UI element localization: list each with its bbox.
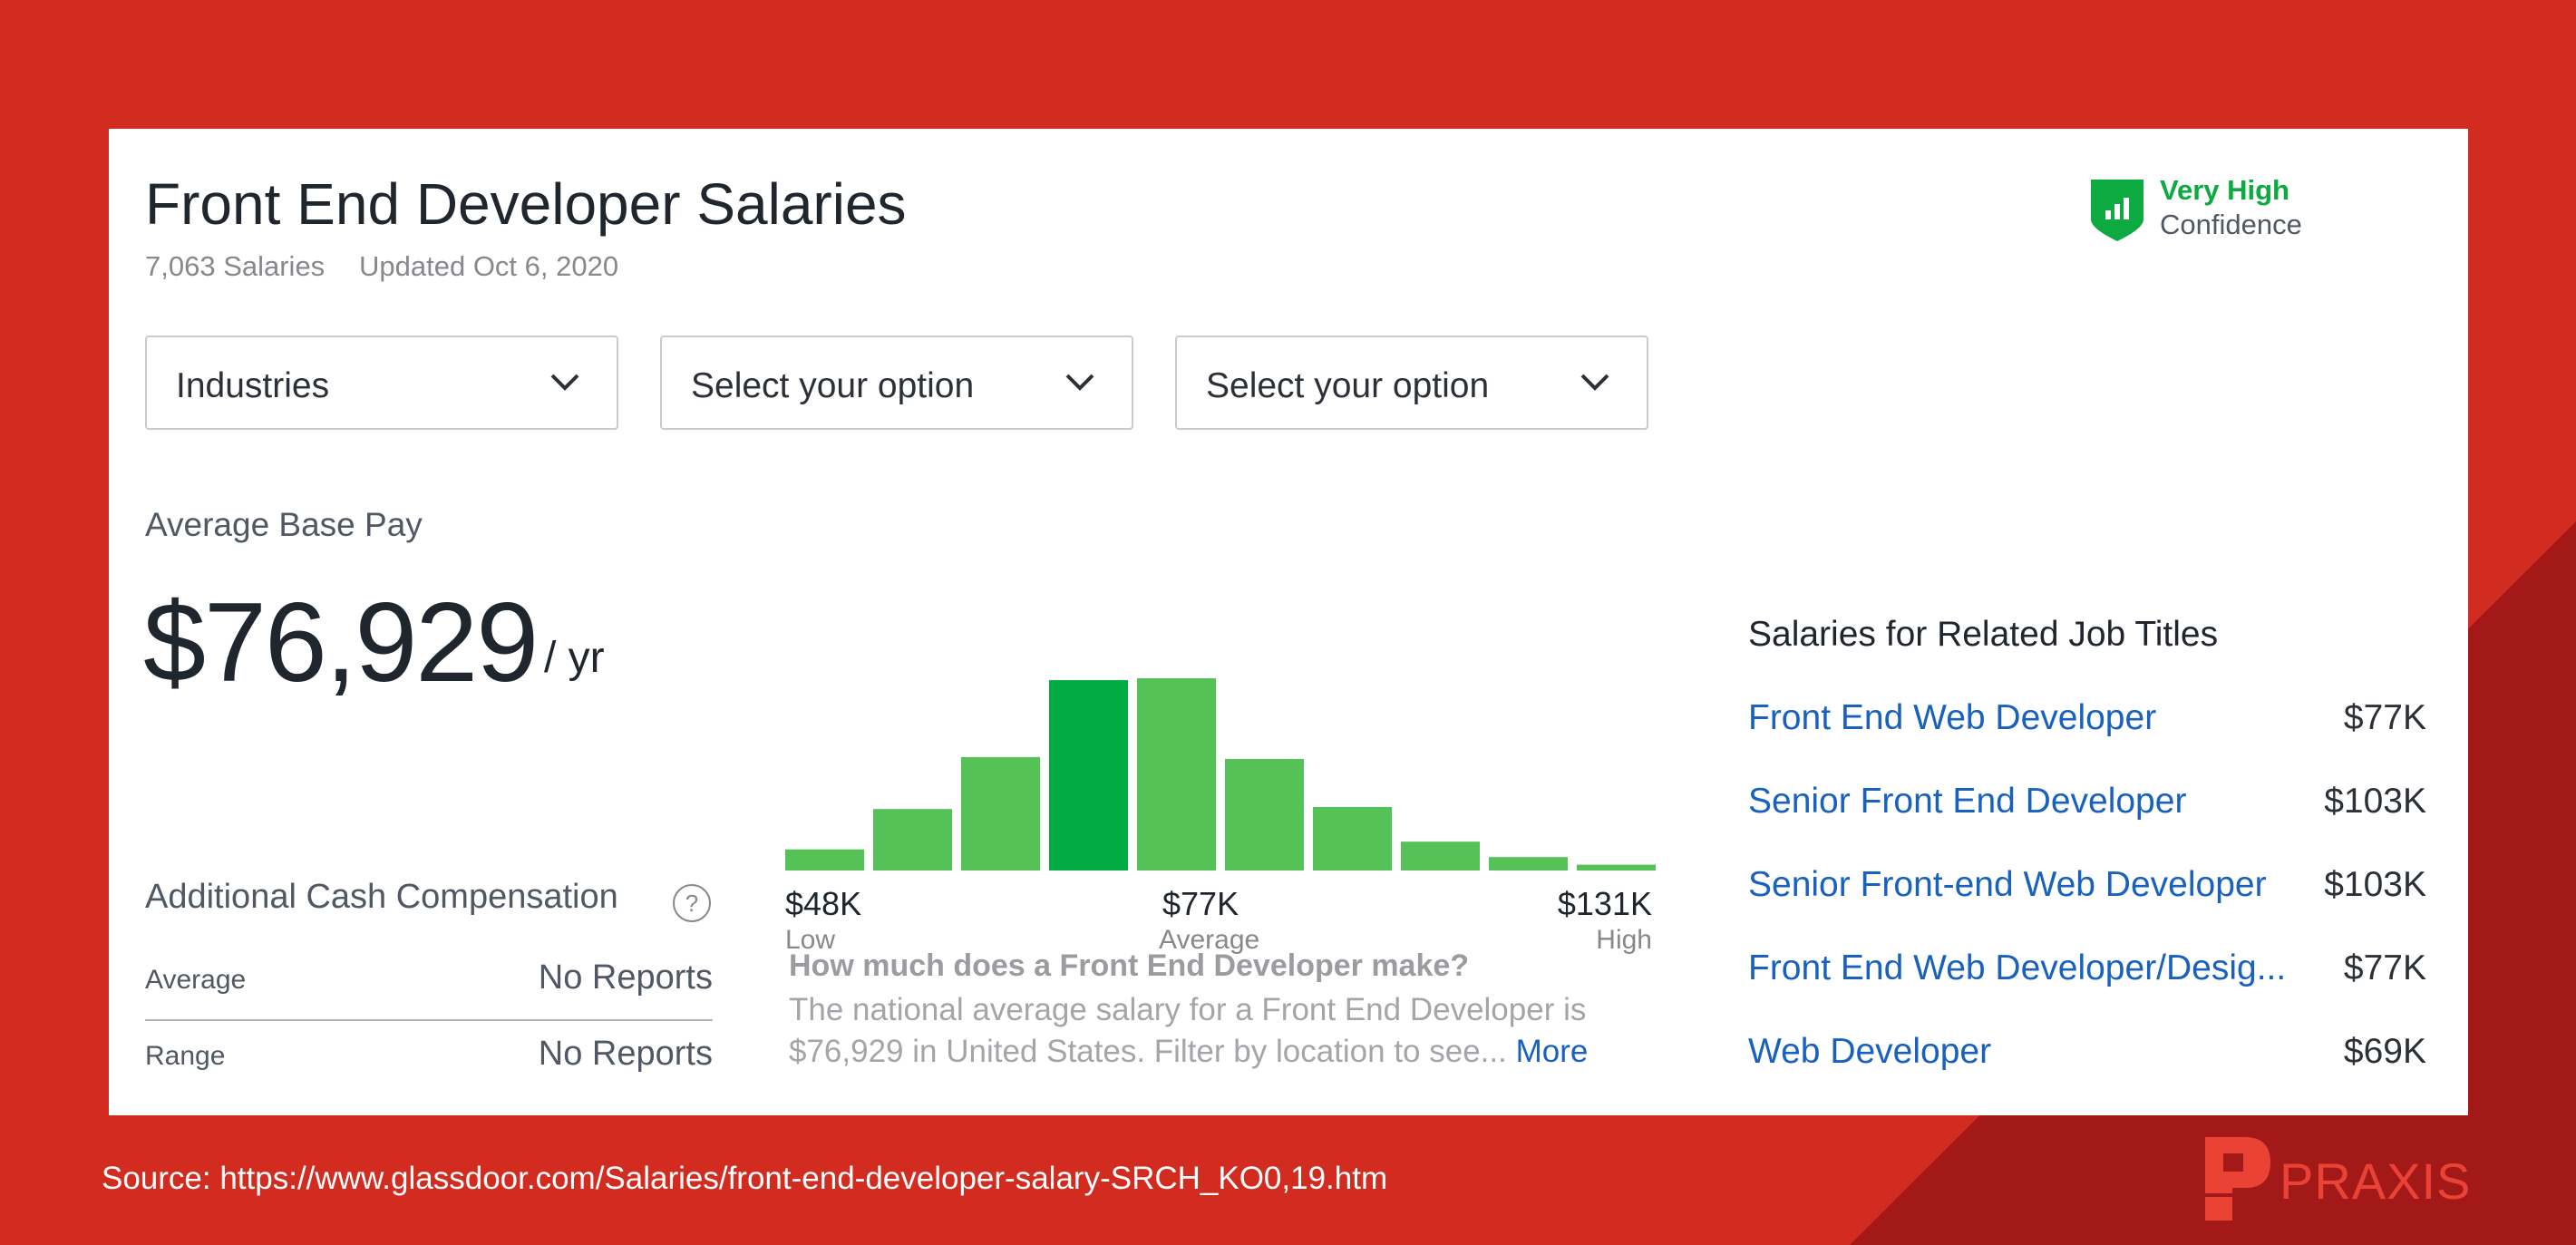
related-job-pay: $77K: [2343, 698, 2426, 737]
salary-card: Front End Developer Salaries 7,063 Salar…: [109, 129, 2468, 1115]
acc-range-label: Range: [145, 1041, 226, 1071]
histogram-bars: [785, 678, 1656, 871]
related-job-pay: $103K: [2324, 865, 2426, 904]
related-job-link[interactable]: Senior Front-end Web Developer: [1748, 865, 2267, 904]
dropdown-label: Select your option: [691, 366, 975, 405]
low-value: $48K: [785, 885, 862, 922]
histogram-bar: [1137, 678, 1216, 871]
divider: [145, 1019, 713, 1021]
high-value: $131K: [1557, 885, 1652, 922]
acc-range-value: No Reports: [538, 1035, 713, 1073]
histogram-bar: [961, 756, 1040, 871]
praxis-logo-text: PRAXIS: [2280, 1153, 2472, 1210]
bar-chart-shield-icon: [2091, 180, 2143, 241]
histogram-bar: [785, 849, 864, 871]
low-label: Low: [785, 925, 836, 955]
confidence-level: Very High: [2160, 174, 2289, 206]
average-label: Average: [1159, 925, 1260, 955]
additional-cash-label: Additional Cash Compensation: [145, 878, 618, 916]
confidence-label: Confidence: [2160, 209, 2302, 240]
dropdown-label: Select your option: [1206, 366, 1490, 405]
related-job-row[interactable]: Senior Front-end Web Developer $103K: [1748, 865, 2426, 919]
related-job-row[interactable]: Senior Front End Developer $103K: [1748, 782, 2426, 836]
high-label: High: [1596, 925, 1652, 955]
related-job-pay: $69K: [2343, 1032, 2426, 1071]
chevron-down-icon: [550, 374, 579, 391]
updated-date: Updated Oct 6, 2020: [359, 250, 619, 282]
related-titles-heading: Salaries for Related Job Titles: [1748, 615, 2219, 654]
more-link[interactable]: More: [1515, 1034, 1589, 1069]
related-job-link[interactable]: Senior Front End Developer: [1748, 782, 2187, 821]
chevron-down-icon: [1580, 374, 1609, 391]
dropdown-label: Industries: [176, 366, 330, 405]
pay-unit: / yr: [544, 634, 605, 682]
histogram-bar: [1489, 857, 1568, 871]
related-job-row[interactable]: Front End Web Developer $77K: [1748, 698, 2426, 753]
salary-question-heading: How much does a Front End Developer make…: [789, 948, 1470, 983]
acc-average-value: No Reports: [538, 958, 713, 997]
page-title: Front End Developer Salaries: [145, 171, 907, 237]
praxis-logo-icon: [2205, 1137, 2270, 1221]
salary-histogram: $48K Low $77K Average $131K High: [785, 528, 1656, 955]
related-job-link[interactable]: Front End Web Developer: [1748, 698, 2157, 737]
histogram-bar: [1577, 864, 1656, 871]
average-base-pay-value: $76,929: [143, 580, 539, 705]
related-job-pay: $77K: [2343, 948, 2426, 987]
histogram-bar: [1313, 807, 1392, 871]
histogram-bar: [1401, 841, 1480, 871]
salary-description-line-2: $76,929 in United States. Filter by loca…: [789, 1034, 1589, 1069]
chevron-down-icon: [1065, 374, 1094, 391]
help-icon[interactable]: ?: [673, 884, 711, 922]
average-value: $77K: [1162, 885, 1239, 922]
source-citation: Source: https://www.glassdoor.com/Salari…: [102, 1161, 1388, 1196]
histogram-bar: [1225, 759, 1304, 871]
option-dropdown-1[interactable]: Select your option: [660, 336, 1133, 430]
histogram-bar: [1049, 680, 1128, 871]
acc-average-label: Average: [145, 965, 247, 995]
average-base-pay-label: Average Base Pay: [145, 506, 423, 543]
histogram-bar: [873, 809, 952, 871]
option-dropdown-2[interactable]: Select your option: [1175, 336, 1648, 430]
salaries-count: 7,063 Salaries: [145, 250, 326, 282]
related-job-link[interactable]: Front End Web Developer/Desig...: [1748, 948, 2287, 987]
industries-dropdown[interactable]: Industries: [145, 336, 618, 430]
related-job-pay: $103K: [2324, 782, 2426, 821]
related-job-row[interactable]: Web Developer $69K: [1748, 1032, 2426, 1086]
related-job-link[interactable]: Web Developer: [1748, 1032, 1992, 1071]
salary-description-line-1: The national average salary for a Front …: [789, 992, 1587, 1027]
related-job-row[interactable]: Front End Web Developer/Desig... $77K: [1748, 948, 2426, 1003]
